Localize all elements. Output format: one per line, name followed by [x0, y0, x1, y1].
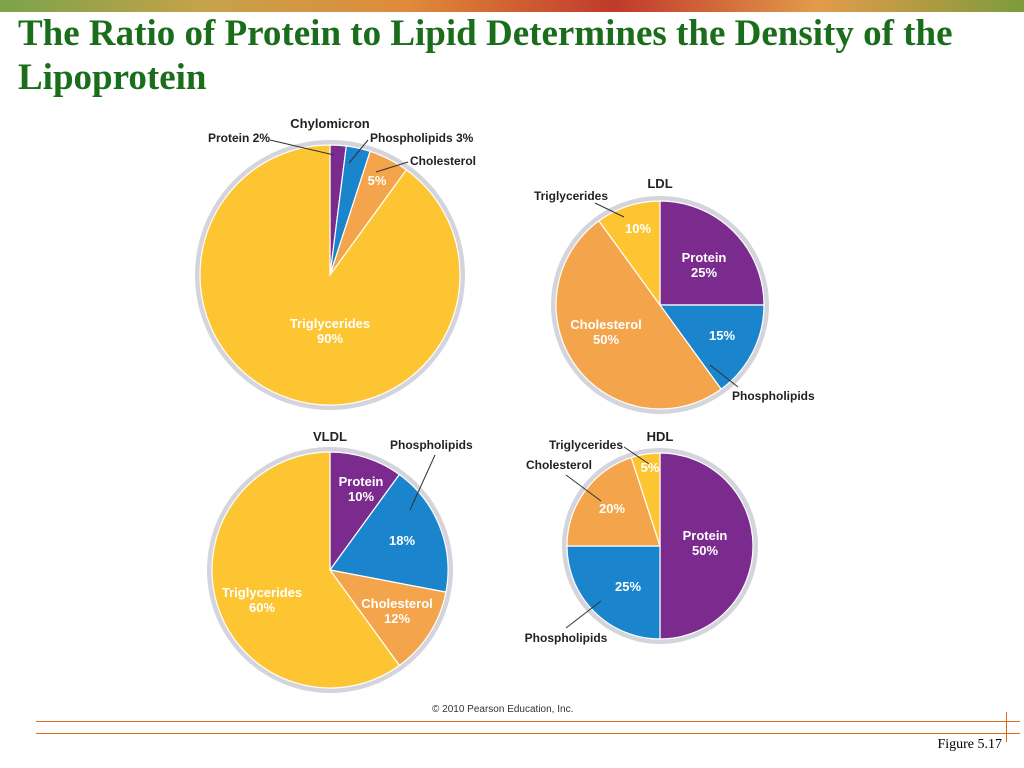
vldl-cholesterol-value-label: Cholesterol 12% [361, 596, 433, 626]
chylomicron-protein-callout: Protein 2% [208, 131, 270, 145]
figure-label: Figure 5.17 [937, 737, 1002, 752]
ldl-protein-value-label: Protein 25% [682, 250, 727, 280]
ldl-phospholipids-slice [658, 304, 765, 390]
vldl-protein-slice [329, 451, 401, 572]
chylomicron-triglycerides-value-label: Triglycerides 90% [290, 316, 370, 346]
vldl-triglycerides-value-label: Triglycerides 60% [222, 585, 302, 615]
ldl-triglycerides-slice [598, 200, 661, 307]
hdl-phospholipids-slice [566, 545, 661, 640]
hdl-protein-value-label: Protein 50% [683, 528, 728, 558]
ldl-title: LDL [647, 176, 672, 191]
vldl-phospholipids-callout: Phospholipids [390, 438, 473, 452]
hdl-cholesterol-slice [566, 456, 661, 547]
chylomicron-cholesterol-callout: Cholesterol [410, 154, 476, 168]
hdl-protein-slice [659, 452, 754, 640]
chylomicron-protein-leader-line [269, 139, 335, 156]
footer-rule [36, 721, 1020, 722]
hdl-phospholipids-leader-line [565, 600, 602, 629]
chylomicron-cholesterol-leader-line [375, 161, 409, 173]
vldl-title: VLDL [313, 429, 347, 444]
hdl-triglycerides-leader-line [623, 446, 650, 465]
chylomicron-pie: Chylomicron Protein 2% Phospholipids 3% 5% C… [195, 116, 476, 410]
footer-rule [36, 733, 1020, 734]
vldl-pie: VLDL Protein 10% 18% Phospholipids Cholestero… [207, 429, 473, 693]
vldl-protein-value-label: Protein 10% [339, 474, 384, 504]
ldl-cholesterol-value-label: Cholesterol 50% [570, 317, 642, 347]
chylomicron-phospholipids-leader-line [348, 139, 369, 164]
ldl-pie: LDL Protein 25% 15% Phospholipids Cholesterol… [534, 176, 815, 414]
ldl-phospholipids-leader-line [709, 364, 739, 388]
ldl-phospholipids-callout: Phospholipids [732, 389, 815, 403]
hdl-cholesterol-leader-line [565, 474, 602, 502]
ldl-cholesterol-slice [555, 220, 722, 410]
hdl-cholesterol-callout: Cholesterol [526, 458, 592, 472]
hdl-phospholipids-value-label: 25% [615, 579, 641, 594]
footer-tick [1006, 712, 1007, 742]
hdl-phospholipids-callout: Phospholipids [525, 631, 608, 645]
vldl-cholesterol-slice [328, 569, 447, 667]
chylomicron-cholesterol-value-label: 5% [368, 173, 387, 188]
slide-title: The Ratio of Protein to Lipid Determines… [18, 13, 953, 98]
hdl-triglycerides-callout: Triglycerides [549, 438, 623, 452]
ldl-protein-slice [659, 200, 765, 306]
vldl-phospholipids-value-label: 18% [389, 533, 415, 548]
ldl-triglycerides-value-label: 10% [625, 221, 651, 236]
chylomicron-phospholipids-callout: Phospholipids 3% [370, 131, 474, 145]
vldl-triglycerides-slice [211, 451, 401, 689]
chylomicron-triglycerides-slice [199, 144, 461, 406]
ldl-triglycerides-leader-line [594, 202, 625, 218]
vldl-phospholipids-slice [328, 473, 449, 593]
chylomicron-title: Chylomicron [290, 116, 370, 131]
ldl-triglycerides-callout: Triglycerides [534, 189, 608, 203]
hdl-triglycerides-value-label: 5% [641, 460, 660, 475]
copyright-notice: © 2010 Pearson Education, Inc. [432, 704, 574, 715]
hdl-pie: HDL Protein 50% 25% Phospholipids 20% Choleste… [525, 429, 758, 645]
vldl-phospholipids-leader-line [409, 454, 436, 511]
hdl-cholesterol-value-label: 20% [599, 501, 625, 516]
decorative-header-strip [0, 0, 1024, 12]
hdl-title: HDL [647, 429, 674, 444]
ldl-phospholipids-value-label: 15% [709, 328, 735, 343]
hdl-triglycerides-slice [630, 452, 661, 547]
